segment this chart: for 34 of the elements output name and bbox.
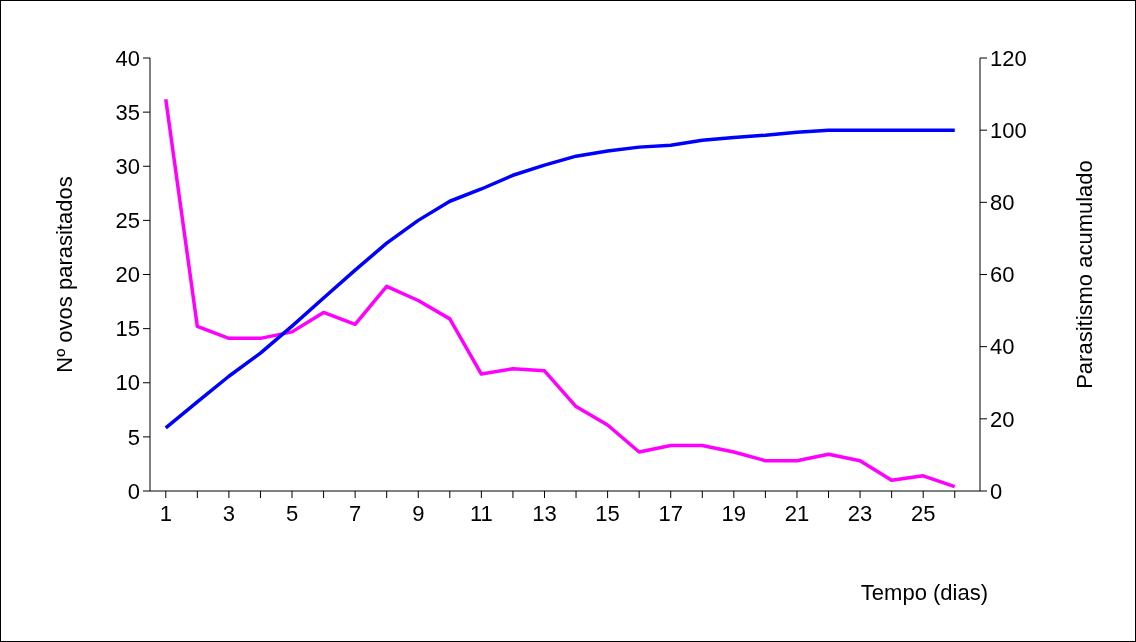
- x-tick-label: 13: [532, 501, 557, 526]
- y2-tick-label: 20: [990, 406, 1015, 432]
- y2-tick-label: 120: [990, 45, 1027, 71]
- y-tick-label: 20: [115, 262, 140, 288]
- y-tick-label: 15: [115, 316, 140, 342]
- y-tick-label: 35: [115, 99, 140, 125]
- x-tick-label: 19: [721, 501, 747, 526]
- y2-axis-title: Parasitismo acumulado: [1072, 160, 1097, 389]
- x-tick-label: 11: [469, 501, 493, 526]
- y-tick-label: 0: [127, 478, 140, 504]
- x-tick-label: 9: [412, 501, 425, 526]
- y-tick-label: 5: [127, 424, 140, 450]
- y2-tick-label: 0: [990, 478, 1003, 504]
- x-tick-label: 21: [784, 501, 810, 526]
- x-tick-label: 15: [595, 501, 620, 526]
- x-axis-title: Tempo (dias): [860, 580, 988, 605]
- y-tick-label: 25: [115, 208, 140, 234]
- x-tick-label: 3: [222, 501, 236, 526]
- x-tick-label: 25: [910, 501, 936, 526]
- y-axis-title: Nº ovos parasitados: [52, 176, 77, 373]
- x-tick-label: 7: [349, 501, 362, 526]
- y2-tick-label: 80: [990, 190, 1015, 216]
- line-series: [164, 97, 957, 489]
- y2-tick-label: 100: [990, 117, 1027, 143]
- x-tick-label: 5: [285, 501, 299, 526]
- y-tick-label: 10: [115, 370, 140, 396]
- y2-tick-label: 60: [990, 262, 1015, 288]
- x-tick-label: 1: [159, 501, 172, 526]
- y2-tick-label: 40: [990, 334, 1015, 360]
- line-series: [164, 128, 957, 430]
- y-tick-label: 40: [115, 45, 140, 71]
- y-tick-label: 30: [115, 153, 140, 179]
- x-tick-label: 23: [847, 501, 873, 526]
- x-tick-label: 17: [658, 501, 683, 526]
